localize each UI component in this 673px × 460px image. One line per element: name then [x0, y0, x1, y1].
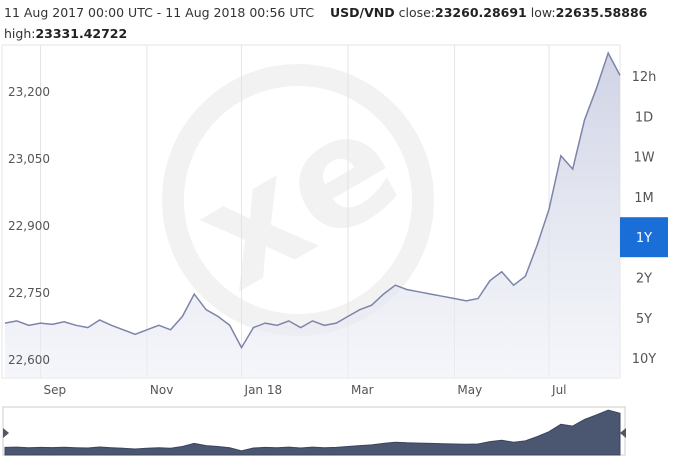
high-label: high:	[4, 26, 36, 41]
y-tick-label: 23,050	[8, 152, 50, 166]
x-tick-label: Sep	[43, 383, 66, 397]
x-tick-label: May	[457, 383, 482, 397]
range-button[interactable]: 1M	[634, 191, 654, 206]
navigator-handle[interactable]	[3, 428, 9, 438]
navigator-handle[interactable]	[620, 428, 626, 438]
y-tick-label: 22,600	[8, 353, 50, 367]
range-button[interactable]: 12h	[632, 70, 657, 85]
high-value: 23331.42722	[35, 26, 128, 41]
date-range: 11 Aug 2017 00:00 UTC - 11 Aug 2018 00:5…	[4, 5, 315, 20]
close-value: 23260.28691	[435, 5, 527, 20]
low-value: 22635.58886	[555, 5, 648, 20]
range-button[interactable]: 1D	[635, 110, 653, 125]
y-tick-label: 23,200	[8, 85, 50, 99]
close-label: close:	[398, 5, 436, 20]
range-button[interactable]: 5Y	[636, 312, 652, 327]
y-tick-label: 22,900	[8, 219, 50, 233]
x-tick-label: Jan 18	[244, 383, 283, 397]
header: 11 Aug 2017 00:00 UTC - 11 Aug 2018 00:5…	[4, 2, 669, 44]
line	[4, 51, 621, 350]
range-button[interactable]: 1W	[633, 151, 654, 166]
range-button[interactable]: 2Y	[636, 272, 652, 287]
y-tick-label: 22,750	[8, 286, 50, 300]
low-label: low:	[530, 5, 556, 20]
range-button[interactable]: 1Y	[636, 231, 652, 246]
watermark: xe	[162, 64, 434, 336]
pair: USD/VND	[330, 5, 395, 20]
area	[5, 53, 620, 378]
navigator-area	[4, 409, 621, 456]
x-tick-label: Mar	[351, 383, 374, 397]
x-tick-label: Nov	[150, 383, 173, 397]
range-button[interactable]: 10Y	[632, 352, 657, 367]
x-tick-label: Jul	[551, 383, 566, 397]
range-button-bg[interactable]	[620, 217, 668, 258]
